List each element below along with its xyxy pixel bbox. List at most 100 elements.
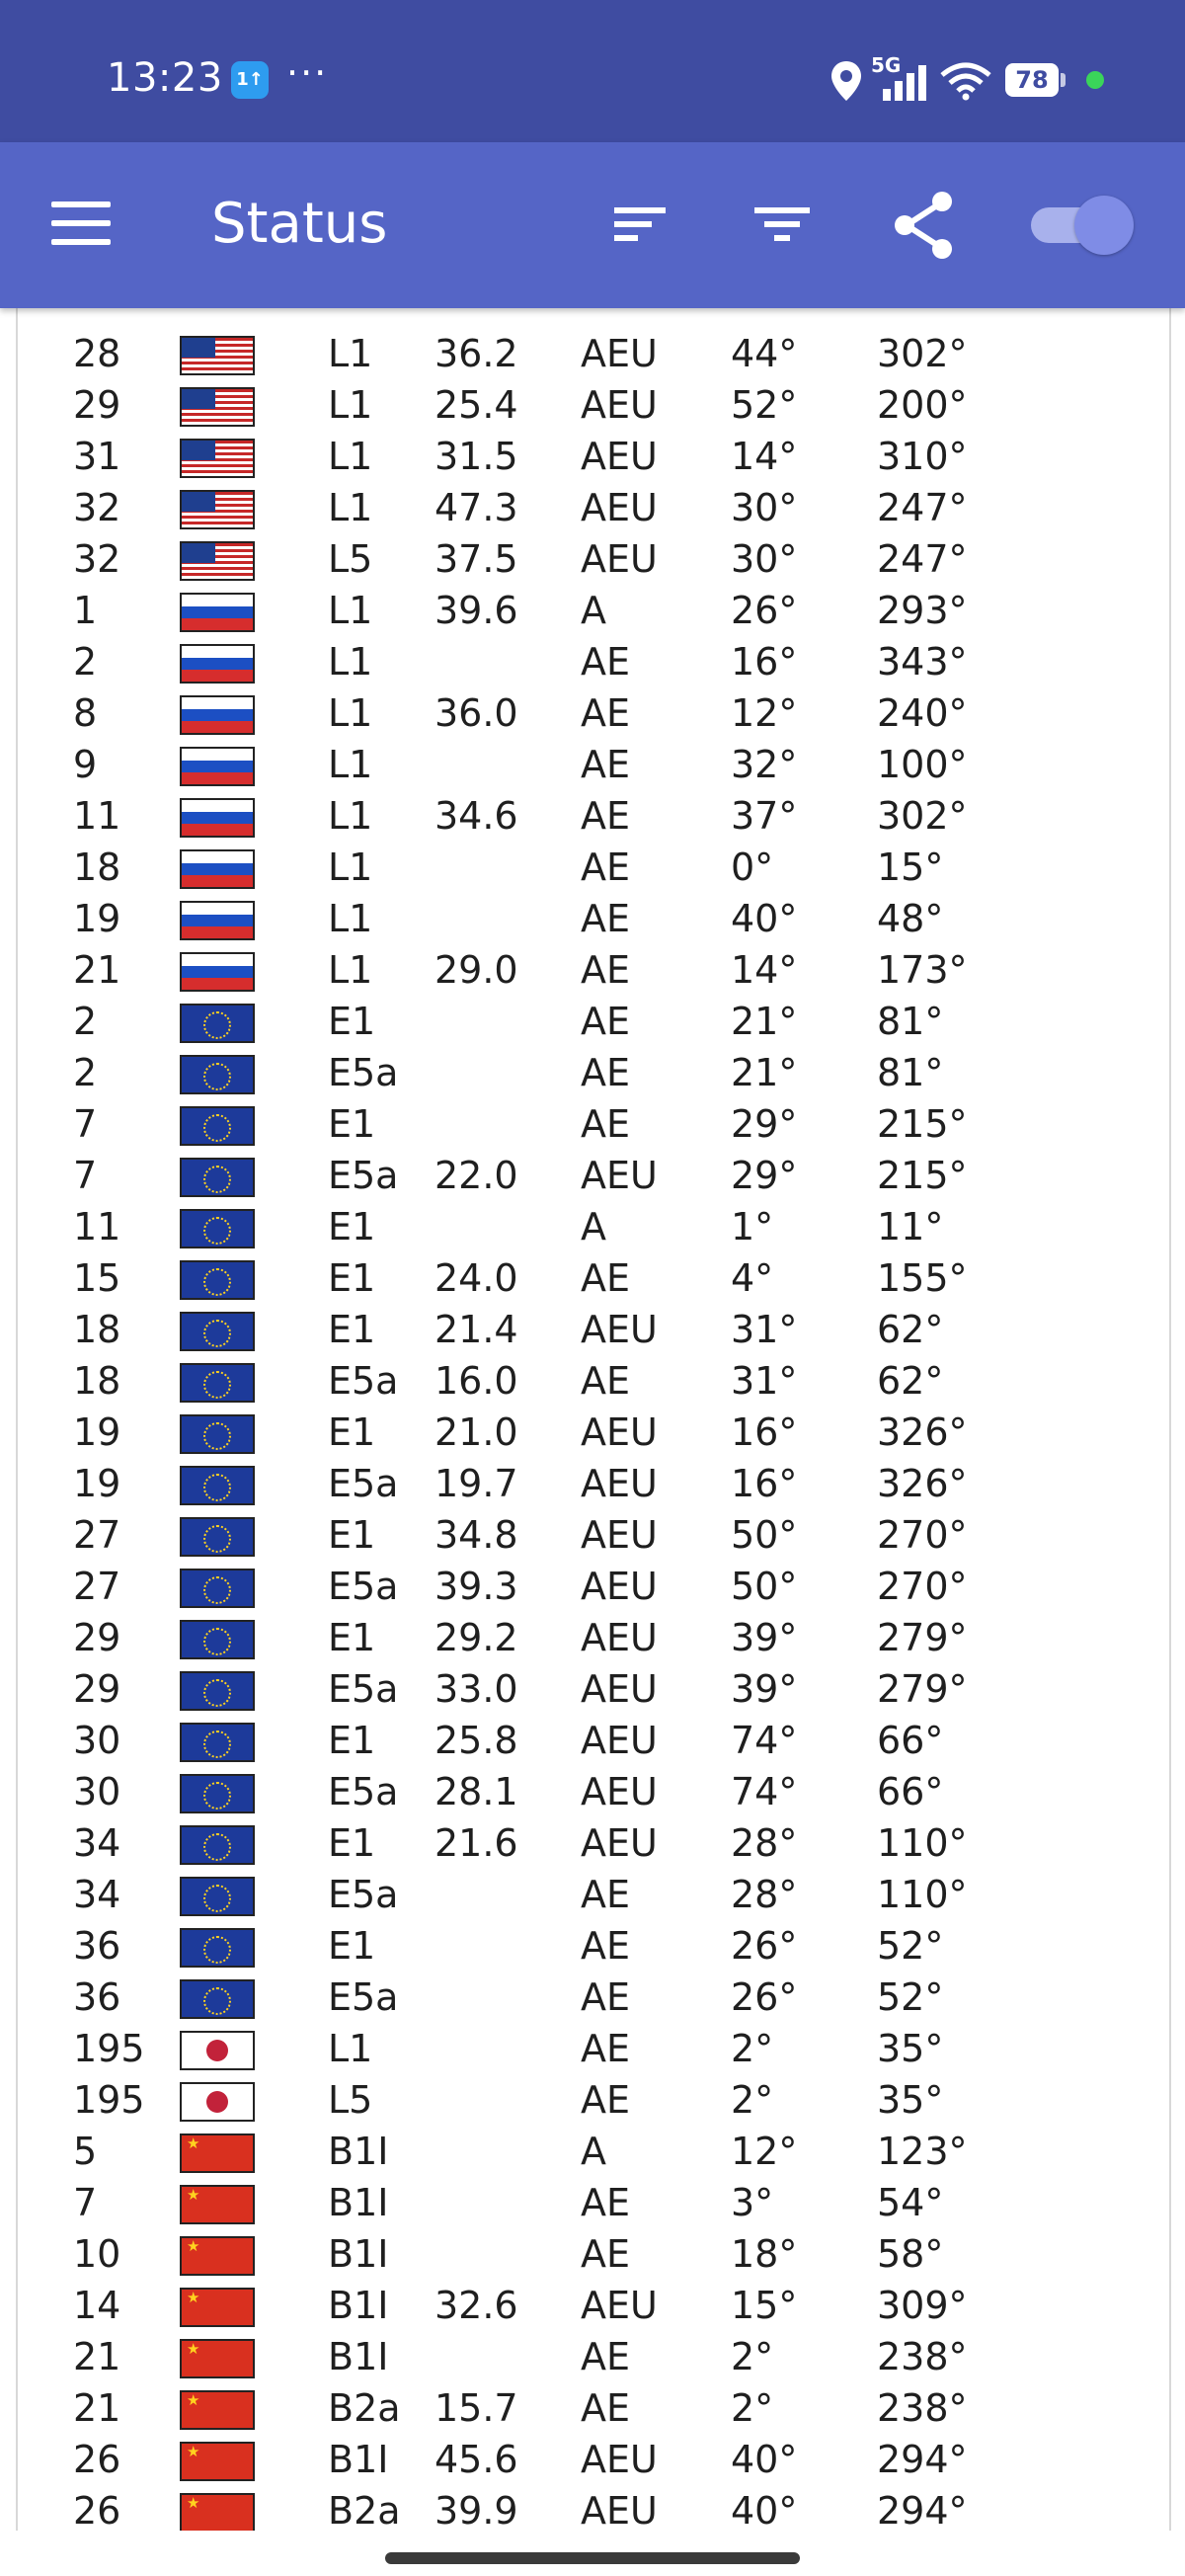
filter-icon[interactable] [743, 186, 822, 265]
azimuth-cell: 155° [877, 1256, 968, 1300]
band-cell: E5a [328, 1565, 399, 1608]
elevation-cell: 44° [731, 332, 798, 375]
table-row-partial [18, 308, 1169, 328]
share-icon[interactable] [885, 186, 964, 265]
azimuth-cell: 302° [877, 794, 968, 838]
home-handle[interactable] [385, 2552, 800, 2564]
azimuth-cell: 240° [877, 691, 968, 735]
prn-cell: 7 [73, 2181, 98, 2224]
azimuth-cell: 52° [877, 1924, 944, 1968]
table-row: 27 E5a 39.3 AEU 50° 270° [18, 1561, 1169, 1612]
table-row: 195 L5 AE 2° 35° [18, 2074, 1169, 2126]
azimuth-cell: 293° [877, 589, 968, 632]
band-cell: B1I [328, 2232, 389, 2276]
azimuth-cell: 279° [877, 1667, 968, 1711]
flag-eu-icon [180, 1312, 255, 1351]
prn-cell: 27 [73, 1565, 121, 1608]
cn0-cell: 21.6 [434, 1821, 518, 1865]
menu-icon[interactable] [51, 201, 111, 245]
cn0-cell: 29.2 [434, 1616, 518, 1659]
flags-cell: AE [581, 845, 631, 889]
flag-eu-icon [180, 1671, 255, 1711]
band-cell: E5a [328, 1667, 399, 1711]
flags-cell: AE [581, 691, 631, 735]
sort-icon[interactable] [600, 186, 679, 265]
cn0-cell: 25.4 [434, 383, 518, 427]
prn-cell: 27 [73, 1513, 121, 1557]
flag-eu-icon [180, 1363, 255, 1403]
table-row: 28 L1 36.2 AEU 44° 302° [18, 328, 1169, 379]
network-type-label: 5G [871, 53, 902, 77]
band-cell: L1 [328, 743, 373, 786]
table-row: 11 L1 34.6 AE 37° 302° [18, 790, 1169, 842]
table-row: 1 L1 39.6 A 26° 293° [18, 585, 1169, 636]
flags-cell: AEU [581, 2284, 658, 2327]
flags-cell: AE [581, 2027, 631, 2070]
satellite-status-list[interactable]: 28 L1 36.2 AEU 44° 302° 29 L1 25.4 AEU 52° 200° 31 L1… [16, 308, 1171, 2531]
flags-cell: AE [581, 1873, 631, 1916]
toggle-switch[interactable] [1031, 196, 1134, 255]
prn-cell: 195 [73, 2078, 145, 2122]
prn-cell: 7 [73, 1154, 98, 1197]
elevation-cell: 30° [731, 537, 798, 581]
azimuth-cell: 66° [877, 1719, 944, 1762]
prn-cell: 21 [73, 948, 121, 992]
flags-cell: AE [581, 1000, 631, 1043]
prn-cell: 30 [73, 1770, 121, 1813]
flags-cell: AE [581, 1102, 631, 1146]
prn-cell: 28 [73, 332, 121, 375]
flag-rus-icon [180, 952, 255, 992]
cn0-cell: 29.0 [434, 948, 518, 992]
azimuth-cell: 247° [877, 537, 968, 581]
flag-eu-icon [180, 1466, 255, 1505]
elevation-cell: 16° [731, 1410, 798, 1454]
elevation-cell: 40° [731, 2438, 798, 2481]
band-cell: E5a [328, 1770, 399, 1813]
flag-eu-icon [180, 1004, 255, 1043]
cn0-cell: 28.1 [434, 1770, 518, 1813]
elevation-cell: 74° [731, 1719, 798, 1762]
band-cell: E1 [328, 1000, 376, 1043]
elevation-cell: 26° [731, 1924, 798, 1968]
elevation-cell: 32° [731, 743, 798, 786]
flag-eu-icon [180, 1569, 255, 1608]
location-icon [831, 61, 861, 101]
azimuth-cell: 294° [877, 2489, 968, 2531]
band-cell: L1 [328, 794, 373, 838]
system-status-bar: 13:23 1↑ ··· 5G 78 [0, 0, 1185, 142]
battery-tip [1061, 73, 1066, 87]
flag-eu-icon [180, 1209, 255, 1248]
band-cell: E5a [328, 1975, 399, 2019]
flag-usa-icon [180, 439, 255, 478]
band-cell: L1 [328, 2027, 373, 2070]
azimuth-cell: 270° [877, 1513, 968, 1557]
band-cell: E1 [328, 1513, 376, 1557]
status-icons: 5G 78 [790, 53, 1185, 113]
prn-cell: 34 [73, 1821, 121, 1865]
azimuth-cell: 238° [877, 2335, 968, 2378]
elevation-cell: 26° [731, 1975, 798, 2019]
toggle-thumb [1074, 196, 1134, 255]
azimuth-cell: 62° [877, 1308, 944, 1351]
flag-eu-icon [180, 1928, 255, 1968]
azimuth-cell: 48° [877, 897, 944, 940]
flags-cell: AEU [581, 1410, 658, 1454]
flags-cell: AEU [581, 1154, 658, 1197]
flags-cell: AE [581, 2386, 631, 2430]
band-cell: B2a [328, 2386, 401, 2430]
flag-eu-icon [180, 1723, 255, 1762]
flags-cell: AE [581, 1256, 631, 1300]
table-row: 32 L5 37.5 AEU 30° 247° [18, 533, 1169, 585]
flag-rus-icon [180, 798, 255, 838]
table-row: 30 E5a 28.1 AEU 74° 66° [18, 1766, 1169, 1817]
flags-cell: AEU [581, 1565, 658, 1608]
prn-cell: 19 [73, 1410, 121, 1454]
table-row: 36 E5a AE 26° 52° [18, 1972, 1169, 2023]
prn-cell: 26 [73, 2489, 121, 2531]
elevation-cell: 37° [731, 794, 798, 838]
band-cell: L1 [328, 948, 373, 992]
cn0-cell: 39.9 [434, 2489, 518, 2531]
table-row: 19 E1 21.0 AEU 16° 326° [18, 1407, 1169, 1458]
azimuth-cell: 52° [877, 1975, 944, 2019]
azimuth-cell: 58° [877, 2232, 944, 2276]
